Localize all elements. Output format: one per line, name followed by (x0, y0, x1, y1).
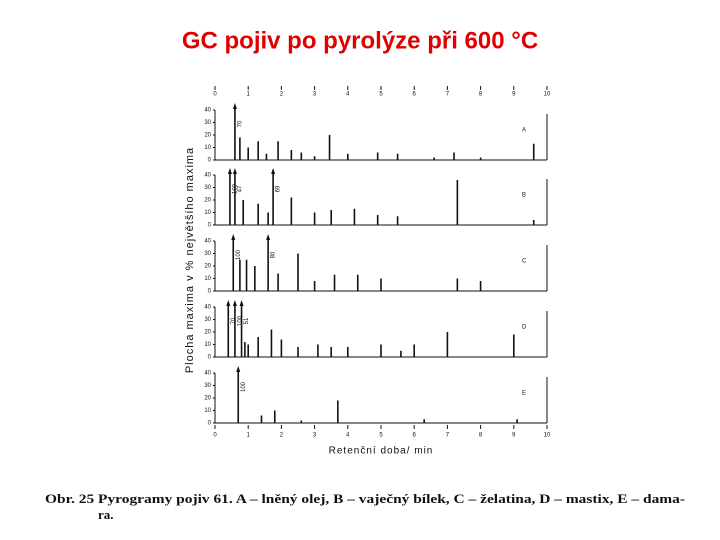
x-axis-label: Retenční doba/ min (329, 446, 434, 457)
y-tick-label: 30 (204, 120, 211, 126)
peak-label: 100 (236, 249, 242, 260)
x-tick-label: 3 (313, 92, 317, 98)
peak-label: 70 (231, 317, 237, 324)
x-tick-label: 3 (313, 433, 317, 439)
y-axis-label: Plocha maxima v % největšího maxima (184, 147, 196, 373)
arrow-head (271, 168, 276, 174)
arrow-head (226, 300, 231, 306)
y-tick-label: 30 (204, 185, 211, 191)
x-tick-label: 10 (544, 92, 551, 98)
y-tick-label: 0 (208, 355, 212, 361)
y-tick-label: 20 (204, 396, 211, 402)
caption-line: ra. (98, 507, 114, 522)
arrow-head (232, 103, 237, 109)
y-tick-label: 10 (204, 145, 211, 151)
y-tick-label: 30 (204, 251, 211, 257)
x-tick-label: 8 (479, 433, 483, 439)
x-tick-label: 1 (247, 433, 251, 439)
x-tick-label: 0 (213, 433, 217, 439)
y-tick-label: 10 (204, 276, 211, 282)
arrow-head (232, 300, 237, 306)
y-tick-label: 10 (204, 342, 211, 348)
y-tick-label: 30 (204, 383, 211, 389)
peak-label: 70 (237, 120, 243, 127)
y-tick-label: 20 (204, 330, 211, 336)
y-tick-label: 10 (204, 210, 211, 216)
x-tick-label: 10 (544, 433, 551, 439)
peak-label: 51 (244, 317, 250, 324)
y-tick-label: 40 (204, 239, 211, 245)
y-tick-label: 0 (208, 289, 212, 295)
y-tick-label: 0 (208, 421, 212, 427)
peak-label: 100 (241, 381, 247, 392)
x-tick-label: 5 (379, 433, 383, 439)
y-tick-label: 0 (208, 223, 212, 229)
x-tick-label: 6 (413, 433, 417, 439)
x-tick-label: 2 (280, 92, 284, 98)
x-tick-label: 5 (379, 92, 383, 98)
y-tick-label: 40 (204, 371, 211, 377)
arrow-head (236, 366, 241, 372)
panel-label: A (522, 128, 526, 134)
arrow-head (239, 300, 244, 306)
x-tick-label: 9 (512, 433, 516, 439)
y-tick-label: 20 (204, 198, 211, 204)
y-tick-label: 20 (204, 264, 211, 270)
y-tick-label: 40 (204, 108, 211, 114)
panel-label: D (522, 325, 527, 331)
arrow-head (231, 234, 236, 240)
x-tick-label: 4 (346, 92, 350, 98)
x-tick-label: 9 (512, 92, 516, 98)
panel-label: B (522, 193, 526, 199)
y-tick-label: 20 (204, 133, 211, 139)
panel-label: E (522, 391, 526, 397)
x-tick-label: 7 (446, 92, 450, 98)
panel-label: C (522, 259, 527, 265)
x-tick-label: 4 (346, 433, 350, 439)
y-tick-label: 0 (208, 158, 212, 164)
peak-label: 100 (237, 315, 243, 326)
y-tick-label: 40 (204, 305, 211, 311)
y-tick-label: 40 (204, 173, 211, 179)
arrow-head (266, 234, 271, 240)
x-tick-label: 0 (213, 92, 217, 98)
y-tick-label: 10 (204, 408, 211, 414)
x-tick-label: 1 (247, 92, 251, 98)
peak-label: 69 (276, 185, 282, 192)
x-tick-label: 8 (479, 92, 483, 98)
arrow-head (232, 168, 237, 174)
y-tick-label: 30 (204, 317, 211, 323)
arrow-head (227, 168, 232, 174)
slide-title: GC pojiv po pyrolýze při 600 °C (182, 27, 538, 54)
x-tick-label: 2 (280, 433, 284, 439)
caption-line: Obr. 25 Pyrogramy pojiv 61. A – lněný ol… (45, 491, 685, 506)
peak-label: 80 (271, 251, 277, 258)
x-tick-label: 6 (413, 92, 417, 98)
x-tick-label: 7 (446, 433, 450, 439)
peak-label: 47 (237, 185, 243, 192)
